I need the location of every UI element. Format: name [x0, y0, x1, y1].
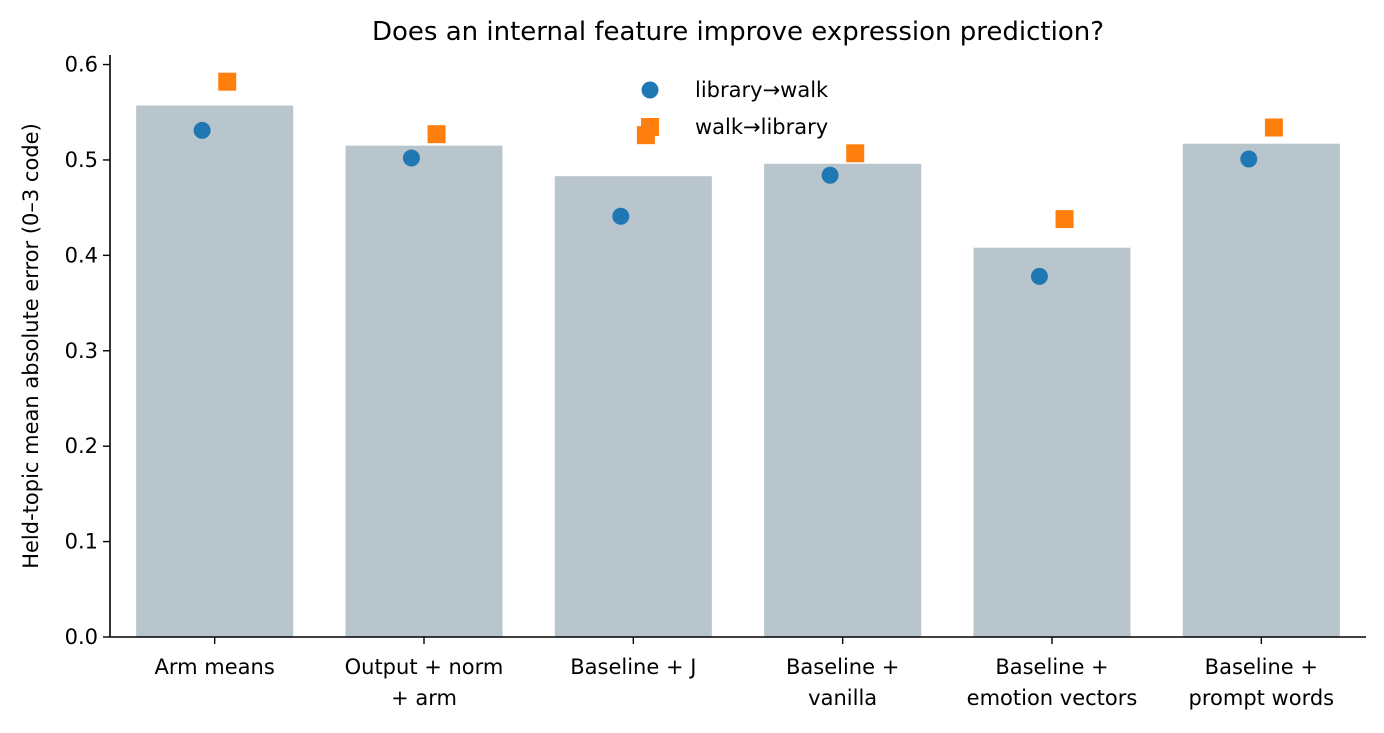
- point-0-0: [193, 121, 211, 139]
- point-0-5: [1240, 150, 1258, 168]
- bar-3: [764, 163, 922, 637]
- point-1-4: [1055, 210, 1074, 229]
- x-tick-label-4-0: Baseline +: [995, 655, 1108, 679]
- point-1-1: [427, 125, 446, 144]
- x-tick-label-1-0: Output + norm: [345, 655, 504, 679]
- bar-5: [1182, 143, 1340, 637]
- x-tick-label-0-0: Arm means: [155, 655, 275, 679]
- bar-0: [136, 105, 294, 638]
- x-tick-label-1-1: + arm: [391, 686, 457, 710]
- legend-label-1: walk→library: [695, 115, 828, 139]
- point-0-2: [612, 207, 630, 225]
- y-tick-label-0: 0.0: [65, 625, 98, 649]
- x-tick-label-3-0: Baseline +: [786, 655, 899, 679]
- legend-label-0: library→walk: [695, 78, 829, 102]
- point-0-1: [402, 149, 420, 167]
- point-1-0: [218, 72, 237, 91]
- legend-marker-1: [641, 118, 659, 136]
- y-tick-label-3: 0.3: [65, 339, 98, 363]
- y-tick-label-2: 0.2: [65, 434, 98, 458]
- bar-4: [973, 247, 1131, 637]
- point-0-4: [1030, 267, 1048, 285]
- bar-1: [345, 145, 503, 637]
- bar-2: [554, 176, 712, 638]
- y-tick-label-6: 0.6: [65, 53, 98, 77]
- x-tick-label-4-1: emotion vectors: [967, 686, 1138, 710]
- legend: library→walk walk→library: [641, 78, 829, 139]
- point-1-3: [846, 144, 865, 163]
- x-tick-label-2-0: Baseline + J: [570, 655, 696, 679]
- y-tick-label-1: 0.1: [65, 530, 98, 554]
- x-tick-label-3-1: vanilla: [808, 686, 877, 710]
- point-0-3: [821, 166, 839, 184]
- x-tick-label-5-0: Baseline +: [1205, 655, 1318, 679]
- plot-area: 0.0 0.1 0.2 0.3 0.4 0.5 0.6 Arm means Output + n…: [65, 53, 1366, 710]
- legend-marker-0: [641, 81, 659, 99]
- chart-title: Does an internal feature improve express…: [372, 17, 1104, 47]
- y-tick-label-5: 0.5: [65, 148, 98, 172]
- y-axis-label: Held-topic mean absolute error (0–3 code…: [19, 123, 43, 569]
- y-tick-label-4: 0.4: [65, 243, 98, 267]
- x-tick-label-5-1: prompt words: [1189, 686, 1335, 710]
- point-1-5: [1264, 118, 1283, 137]
